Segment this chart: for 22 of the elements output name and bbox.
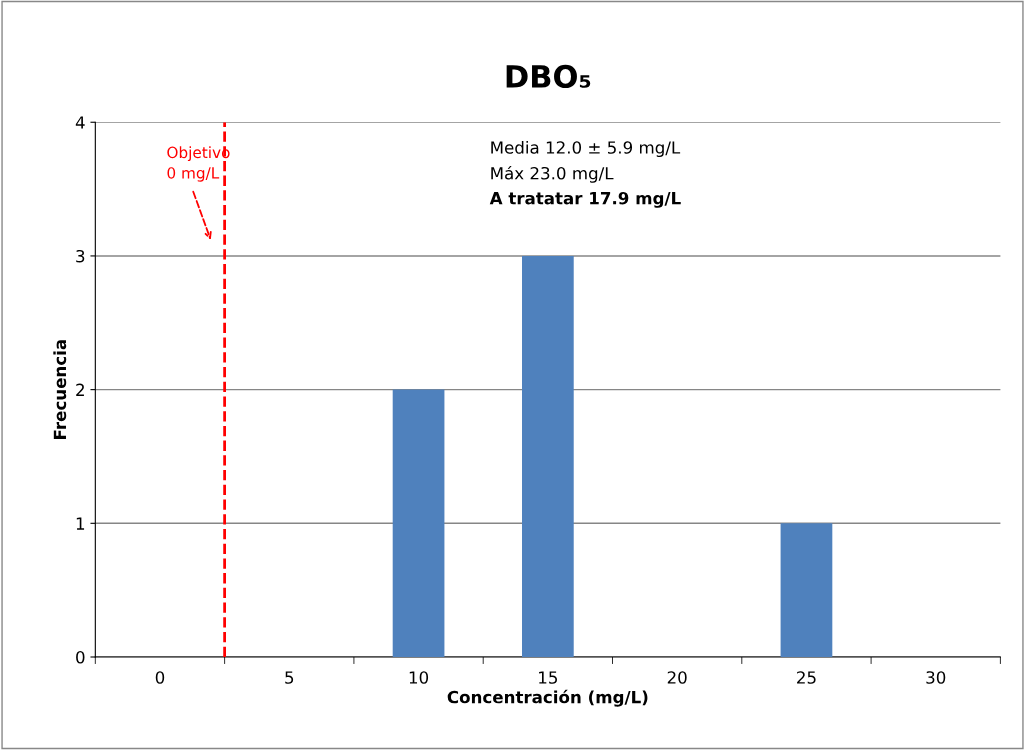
annotation: A tratatar 17.9 mg/L bbox=[489, 191, 681, 208]
bar bbox=[522, 255, 574, 657]
x-tick-label: 30 bbox=[926, 671, 946, 684]
y-tick-label: 1 bbox=[76, 517, 85, 530]
y-axis-title: Frecuencia bbox=[53, 340, 67, 439]
x-tick-label: 10 bbox=[409, 671, 429, 684]
y-tick-label: 2 bbox=[76, 383, 84, 396]
y-tick-label: 4 bbox=[75, 116, 85, 129]
x-tick-label: 0 bbox=[155, 671, 165, 684]
annotation: Media 12.0 ± 5.9 mg/L bbox=[491, 140, 681, 158]
annotation: Máx 23.0 mg/L bbox=[491, 165, 614, 183]
x-tick-label: 25 bbox=[797, 671, 816, 684]
x-tick-label: 5 bbox=[285, 671, 294, 684]
x-tick-label: 20 bbox=[667, 671, 687, 684]
x-axis-title: Concentración (mg/L) bbox=[447, 689, 648, 707]
chart-title: DBO₅ bbox=[506, 64, 591, 88]
x-tick-label: 15 bbox=[539, 671, 558, 684]
bar bbox=[780, 523, 833, 657]
y-tick-label: 3 bbox=[76, 249, 85, 263]
bar bbox=[392, 389, 445, 657]
ref-line-label: Objetivo 0 mg/L bbox=[167, 146, 230, 182]
y-tick-label: 0 bbox=[76, 650, 85, 664]
